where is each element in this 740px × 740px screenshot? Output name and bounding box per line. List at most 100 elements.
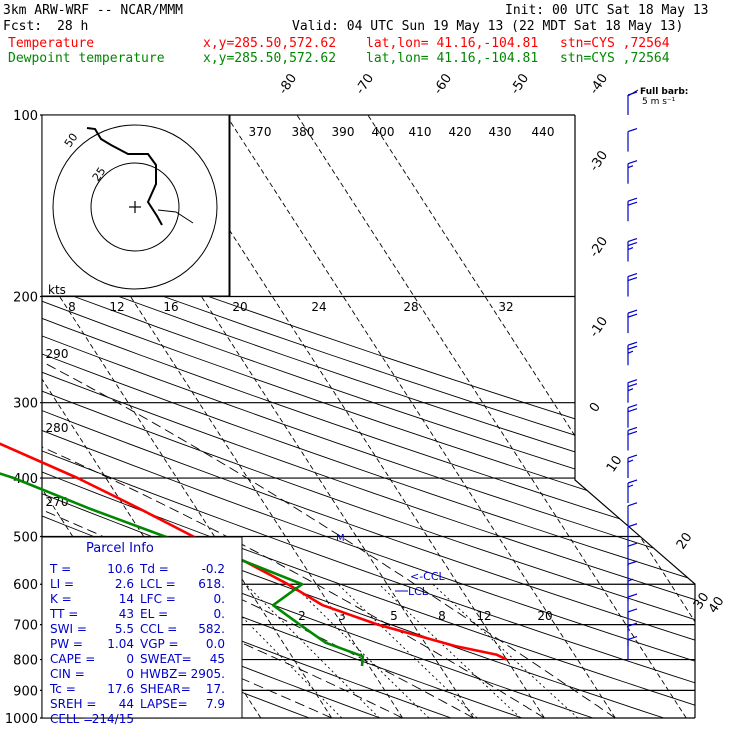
pressure-tick-label: 900 xyxy=(13,684,38,699)
mixing-ratio-label: 3 xyxy=(338,609,346,623)
dry-adiabat xyxy=(42,115,695,718)
wind-barb xyxy=(627,309,638,334)
parcel-info-label: LAPSE= xyxy=(140,697,188,711)
wind-barb-flag xyxy=(627,560,638,565)
parcel-info-value: 0. xyxy=(214,592,225,606)
wind-barb-flag xyxy=(627,341,638,346)
wind-barb-flag xyxy=(627,91,638,96)
theta-label: 430 xyxy=(489,125,512,139)
wind-barb-flag xyxy=(627,345,638,350)
parcel-info-value: 17.6 xyxy=(107,682,134,696)
parcel-info-value: 2.6 xyxy=(115,577,134,591)
dry-adiabat xyxy=(42,115,695,718)
skew-temperature-label: 20 xyxy=(674,530,696,552)
theta-label: 410 xyxy=(409,125,432,139)
hodograph-trace xyxy=(86,127,163,226)
mixing-ratio-line xyxy=(209,583,343,718)
barb-legend-units: 5 m s⁻¹ xyxy=(642,97,676,107)
skew-temperature-label: -70 xyxy=(353,71,377,97)
parcel-info-label: EL = xyxy=(140,607,168,621)
wind-barb-flag xyxy=(627,309,638,314)
mixing-ratio-line xyxy=(337,583,478,718)
dry-adiabat xyxy=(42,115,695,718)
pressure-tick-label: 800 xyxy=(13,654,38,669)
theta-label: 400 xyxy=(372,125,395,139)
theta-label: 280 xyxy=(46,421,69,435)
wind-barb-flag xyxy=(627,593,638,598)
parcel-info-value: 10.6 xyxy=(107,562,134,576)
dry-adiabat xyxy=(42,115,695,718)
pressure-tick-label: 600 xyxy=(13,578,38,593)
plot-right-border xyxy=(574,115,696,718)
parcel-info-value: 0 xyxy=(126,652,134,666)
init-time: Init: 00 UTC Sat 18 May 13 xyxy=(505,3,709,18)
wind-barb-flag xyxy=(627,313,638,318)
mixing-ratio-line xyxy=(245,583,380,718)
forecast-label: Fcst: xyxy=(3,19,43,34)
isotherm xyxy=(225,115,616,718)
moist-adiabat xyxy=(42,296,332,718)
dry-adiabat xyxy=(42,115,452,718)
wind-barb xyxy=(627,237,638,262)
dry-adiabat xyxy=(42,115,695,718)
parcel-info-value: 14 xyxy=(119,592,134,606)
hodograph-speed-label: 16 xyxy=(163,300,178,314)
valid-time: Valid: 04 UTC Sun 19 May 13 (22 MDT Sat … xyxy=(292,19,684,34)
wind-barb xyxy=(627,523,638,547)
wind-barb xyxy=(627,272,638,297)
barb-legend-title: Full barb: xyxy=(640,87,688,97)
wind-barb xyxy=(627,593,638,618)
wind-barb xyxy=(627,608,638,632)
temperature-legend-xy: x,y=285.50,572.62 xyxy=(203,36,337,51)
skew-temperature-label: -10 xyxy=(587,314,611,340)
parcel-info-label: SWI = xyxy=(50,622,87,636)
wind-barb-flag xyxy=(627,201,638,206)
dry-adiabat xyxy=(42,115,381,718)
mixing-ratio-label: 5 xyxy=(390,609,398,623)
mixing-ratio-line xyxy=(432,583,579,718)
hodograph-inset xyxy=(41,114,231,297)
wind-barb-flag xyxy=(627,454,638,459)
dry-adiabat xyxy=(42,115,695,718)
dry-adiabat xyxy=(42,115,695,718)
theta-label: 420 xyxy=(449,125,472,139)
parcel-info-value: 45 xyxy=(210,652,225,666)
wind-barb xyxy=(627,542,638,567)
parcel-info-value: 5.5 xyxy=(115,622,134,636)
mixing-ratio-label: 20 xyxy=(537,609,552,623)
skew-temperature-label: -80 xyxy=(276,71,300,97)
parcel-info-label: TT = xyxy=(49,607,78,621)
mixing-ratio-label: 8 xyxy=(438,609,446,623)
wind-barb-flag xyxy=(627,523,638,528)
parcel-info-value: 2905. xyxy=(191,667,225,681)
wind-barb-flag xyxy=(627,383,638,388)
wind-barb-flag xyxy=(627,128,638,133)
level-marker-label: M xyxy=(336,533,345,544)
wind-barb-flag xyxy=(627,502,638,507)
wind-barb xyxy=(627,635,638,660)
skew-temperature-label: -30 xyxy=(587,148,611,174)
skew-temperature-label: 10 xyxy=(604,453,626,475)
hodograph-storm-vector xyxy=(157,209,194,224)
hodograph-units-label: kts xyxy=(48,283,66,297)
skew-temperature-label: 0 xyxy=(587,400,604,415)
wind-barb xyxy=(627,479,638,504)
skew-temperature-label: -20 xyxy=(587,234,611,260)
parcel-info-value: 0 xyxy=(126,667,134,681)
pressure-tick-label: 400 xyxy=(13,472,38,487)
parcel-info-label: SWEAT= xyxy=(140,652,192,666)
dry-adiabat xyxy=(42,115,695,718)
parcel-info-value: 17. xyxy=(206,682,225,696)
wind-barb xyxy=(627,454,638,479)
wind-barb-flag xyxy=(627,426,638,432)
dry-adiabat xyxy=(42,115,695,718)
wind-barb xyxy=(627,502,638,526)
parcel-info-value: 0. xyxy=(214,607,225,621)
parcel-info-label: Tc = xyxy=(49,682,76,696)
mixing-ratio-line xyxy=(292,583,430,718)
pressure-tick-label: 500 xyxy=(13,530,38,545)
theta-label: 380 xyxy=(292,125,315,139)
wind-barb-flag xyxy=(627,404,638,409)
wind-barb-flag xyxy=(627,430,638,436)
